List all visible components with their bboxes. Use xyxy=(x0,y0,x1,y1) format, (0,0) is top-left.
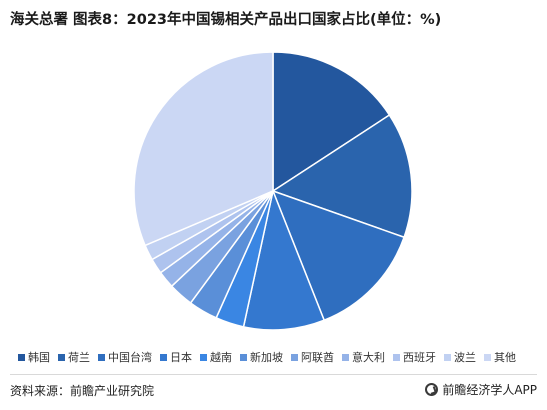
legend-item-10: 其他 xyxy=(484,349,516,365)
legend-swatch-5 xyxy=(240,353,247,361)
legend-swatch-7 xyxy=(342,353,349,361)
legend-item-2: 中国台湾 xyxy=(98,349,152,365)
chart-legend: 韩国 荷兰 中国台湾 日本 越南 新加坡 阿联酋 意大利 西班牙 波兰 其他 xyxy=(18,349,538,365)
pie-slice-2 xyxy=(271,189,406,322)
legend-label-0: 韩国 xyxy=(28,351,50,364)
legend-swatch-6 xyxy=(291,353,298,361)
legend-label-9: 波兰 xyxy=(454,351,476,364)
legend-label-7: 意大利 xyxy=(352,351,385,364)
legend-label-5: 新加坡 xyxy=(250,351,283,364)
legend-item-0: 韩国 xyxy=(18,349,50,365)
legend-swatch-3 xyxy=(160,353,167,361)
legend-swatch-4 xyxy=(200,353,207,361)
footer-divider xyxy=(10,374,537,375)
legend-label-2: 中国台湾 xyxy=(108,351,152,364)
legend-label-10: 其他 xyxy=(494,351,516,364)
data-source: 资料来源：前瞻产业研究院 xyxy=(10,384,155,398)
legend-item-5: 新加坡 xyxy=(240,349,283,365)
pie-slice-10 xyxy=(133,51,274,247)
legend-label-8: 西班牙 xyxy=(403,351,436,364)
legend-swatch-1 xyxy=(58,353,65,361)
brand-label: 前瞻经济学人APP xyxy=(425,381,537,398)
legend-label-1: 荷兰 xyxy=(68,351,90,364)
pie-slice-0 xyxy=(272,51,391,193)
legend-label-3: 日本 xyxy=(170,351,192,364)
brand-name: 前瞻经济学人APP xyxy=(442,383,537,397)
legend-label-6: 阿联酋 xyxy=(301,351,334,364)
legend-label-4: 越南 xyxy=(210,351,232,364)
legend-item-4: 越南 xyxy=(200,349,232,365)
pie-chart-svg xyxy=(133,51,413,331)
pie-slice-1 xyxy=(271,114,413,239)
pie-chart xyxy=(0,40,547,340)
legend-item-6: 阿联酋 xyxy=(291,349,334,365)
legend-swatch-9 xyxy=(444,353,451,361)
legend-item-7: 意大利 xyxy=(342,349,385,365)
legend-swatch-10 xyxy=(484,353,491,361)
brand-logo-icon xyxy=(425,383,439,396)
legend-swatch-0 xyxy=(18,353,25,361)
pie-slice-3 xyxy=(242,188,326,331)
chart-title: 海关总署 图表8：2023年中国锡相关产品出口国家占比(单位：%) xyxy=(10,12,442,28)
legend-item-1: 荷兰 xyxy=(58,349,90,365)
legend-swatch-2 xyxy=(98,353,105,361)
legend-item-8: 西班牙 xyxy=(393,349,436,365)
legend-item-9: 波兰 xyxy=(444,349,476,365)
legend-swatch-8 xyxy=(393,353,400,361)
legend-item-3: 日本 xyxy=(160,349,192,365)
